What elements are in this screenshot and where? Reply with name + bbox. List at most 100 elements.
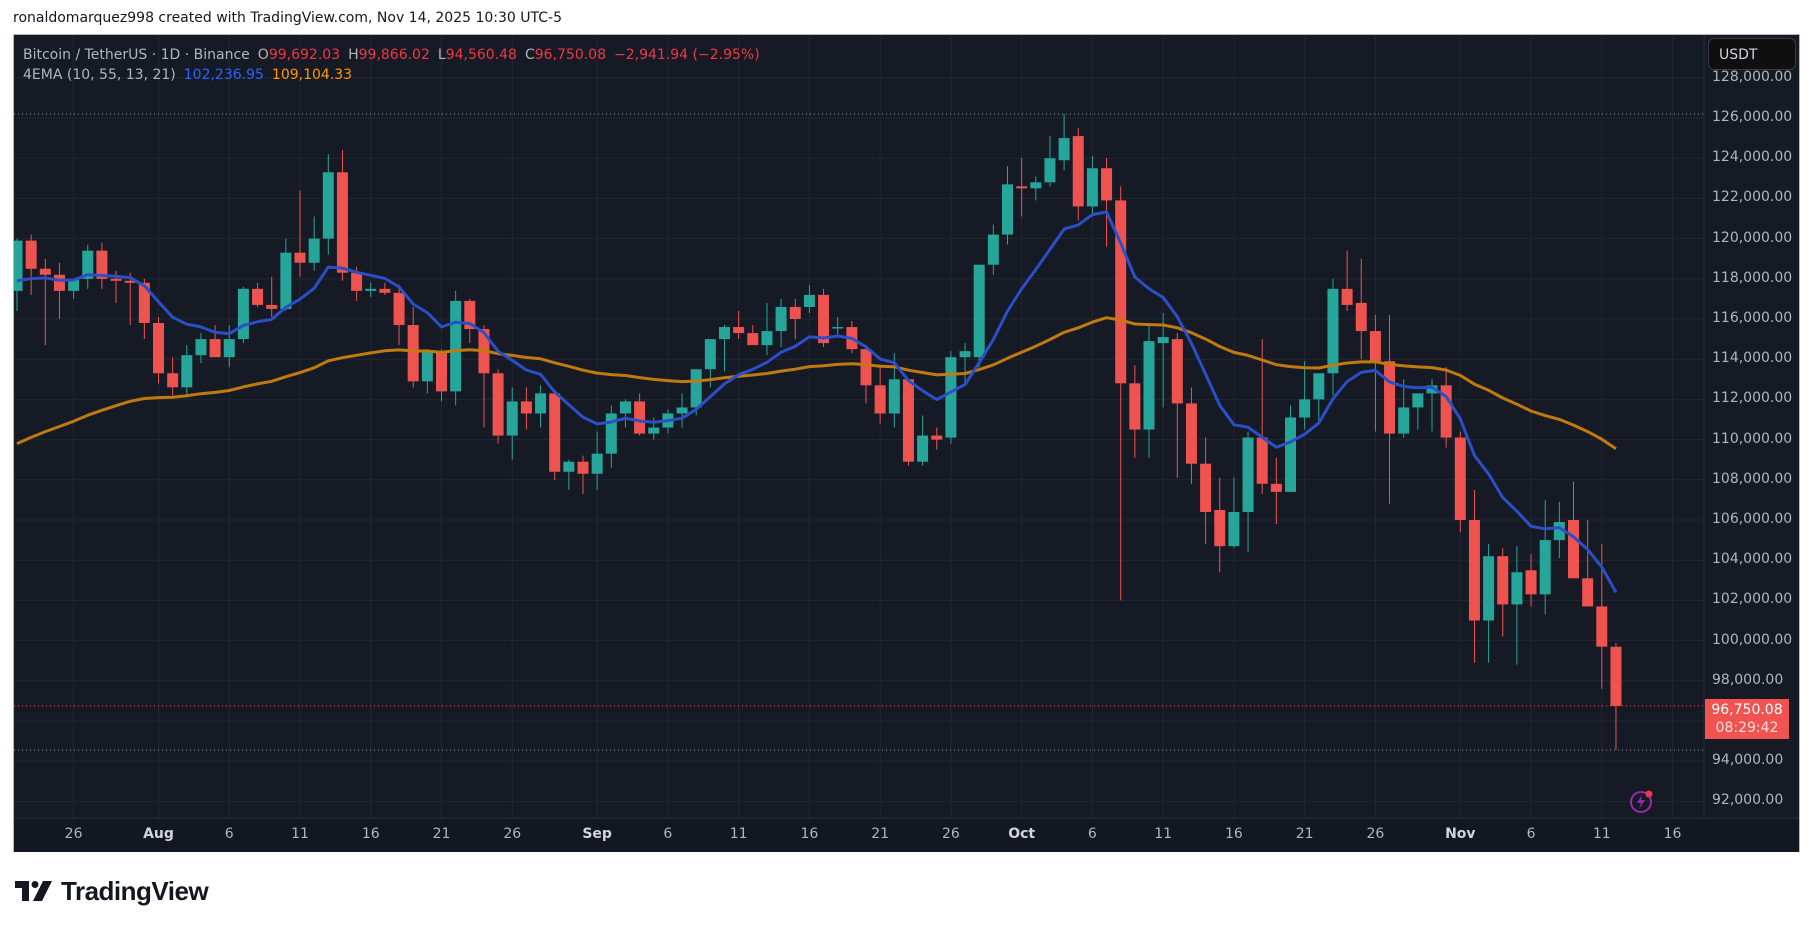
candle (294, 252, 306, 263)
candle (987, 234, 999, 265)
candle (138, 282, 150, 324)
candle (1228, 511, 1240, 547)
symbol-title[interactable]: Bitcoin / TetherUS · 1D · Binance (23, 47, 250, 63)
candle (1072, 136, 1084, 207)
candle (648, 427, 660, 434)
candle (1384, 361, 1396, 434)
candle (1115, 200, 1127, 384)
candle (1256, 437, 1268, 484)
candle (1242, 437, 1254, 512)
candle (450, 300, 462, 392)
candle (634, 401, 646, 434)
candle (1468, 520, 1480, 621)
open-label: O (257, 47, 269, 63)
lightning-alert-icon[interactable] (1629, 788, 1655, 814)
open-value: 99,692.03 (268, 47, 341, 63)
tradingview-logo[interactable]: TradingView (15, 876, 209, 907)
candle (1511, 572, 1523, 605)
candle (464, 300, 476, 330)
candle (1086, 168, 1098, 207)
price-tick: 116,000.00 (1712, 310, 1793, 326)
candle (676, 407, 688, 414)
candle (252, 288, 264, 305)
candle (1016, 186, 1028, 189)
candle (209, 339, 221, 358)
candle (68, 278, 80, 291)
candle (1058, 138, 1070, 161)
candle (1270, 483, 1282, 492)
candle (110, 278, 122, 281)
currency-button[interactable]: USDT (1708, 38, 1796, 70)
close-value: 96,750.08 (534, 47, 607, 63)
high-value: 99,866.02 (358, 47, 430, 63)
candle (1355, 302, 1367, 332)
time-tick: 21 (432, 826, 451, 842)
candle (1030, 182, 1042, 189)
time-tick: 11 (291, 826, 309, 842)
time-tick: 21 (871, 826, 890, 842)
candle (1412, 393, 1424, 408)
candle (591, 453, 603, 474)
candle (917, 435, 929, 462)
candle (902, 379, 914, 462)
time-tick: 16 (361, 826, 380, 842)
last-price-tag: 96,750.08 08:29:42 (1705, 699, 1789, 739)
close-label: C (524, 47, 535, 63)
candle (1610, 646, 1622, 706)
candle (492, 373, 504, 436)
candle (1143, 341, 1155, 430)
candle (336, 172, 348, 273)
candle (704, 339, 716, 370)
candle (874, 385, 886, 414)
candle (153, 323, 164, 374)
time-tick: 26 (1366, 826, 1385, 842)
time-tick: 6 (1087, 826, 1097, 842)
candle (1568, 520, 1579, 579)
candle (124, 280, 136, 283)
candle (421, 351, 433, 382)
candle (520, 401, 532, 414)
indicator-name[interactable]: 4EMA (10, 55, 13, 21) (23, 67, 176, 83)
candle (1214, 509, 1226, 547)
price-tick: 108,000.00 (1712, 470, 1793, 487)
price-tick: 118,000.00 (1712, 269, 1793, 286)
candle (379, 288, 391, 293)
candle (1483, 556, 1495, 621)
candle (1426, 385, 1438, 394)
ema-slow-value: 109,104.33 (271, 67, 353, 83)
price-tick: 110,000.00 (1712, 430, 1793, 447)
ema-slow-line (16, 316, 1617, 451)
candle (535, 393, 547, 414)
candle (266, 304, 278, 309)
candle (563, 461, 575, 472)
candle (223, 339, 235, 358)
candle (167, 373, 179, 388)
ema-fast-line (16, 210, 1618, 594)
candle (1299, 399, 1311, 418)
candle (365, 288, 377, 291)
candle (860, 349, 872, 386)
price-tick: 122,000.00 (1712, 189, 1793, 206)
candle (1200, 463, 1212, 512)
time-tick: Nov (1445, 826, 1476, 842)
candle (181, 355, 193, 388)
price-tick: 112,000.00 (1712, 390, 1793, 407)
candle (322, 172, 334, 239)
candle (351, 272, 363, 291)
candle (719, 327, 730, 340)
candle (280, 252, 292, 309)
price-tick: 100,000.00 (1712, 631, 1793, 648)
time-tick: 16 (1224, 826, 1243, 842)
candle (945, 357, 957, 438)
price-tick: 106,000.00 (1712, 511, 1793, 527)
tradingview-logo-icon (15, 880, 52, 901)
price-tick: 124,000.00 (1712, 149, 1793, 166)
candle (39, 268, 51, 275)
time-tick: 6 (1526, 826, 1536, 842)
price-tick: 92,000.00 (1712, 792, 1784, 809)
ema-fast-value: 102,236.95 (183, 67, 264, 83)
candle (733, 327, 745, 334)
candle (888, 379, 900, 414)
candle (931, 435, 943, 440)
